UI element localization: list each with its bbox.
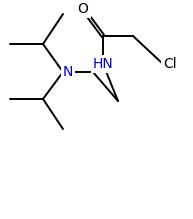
Text: HN: HN bbox=[93, 57, 113, 71]
Text: O: O bbox=[78, 2, 88, 16]
Text: N: N bbox=[63, 65, 73, 79]
Text: Cl: Cl bbox=[163, 57, 177, 71]
